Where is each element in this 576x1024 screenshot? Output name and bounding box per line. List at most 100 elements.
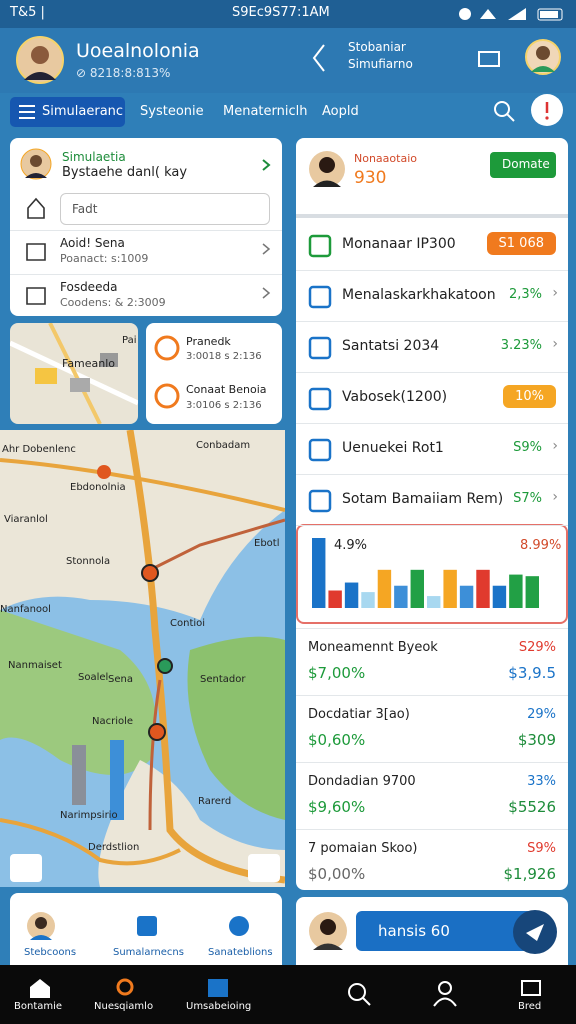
stat-label: Moneamennt Byeok [308,640,438,655]
map-label: Fameanlo [62,357,115,370]
chevron-shape [262,243,271,255]
tab[interactable]: Systeonie [140,104,204,119]
search-icon[interactable] [492,99,516,123]
divider [296,214,568,218]
back-button[interactable] [310,42,330,74]
nav-icon[interactable] [206,977,230,999]
stat-divider [296,762,568,763]
status-time: S9Ec9S77:1AM [232,5,330,20]
donate-button[interactable] [490,152,556,178]
nav-icon[interactable] [432,979,458,1007]
avatar [20,148,52,180]
fab[interactable] [512,909,558,955]
nav-icon[interactable] [520,979,542,997]
nav-label[interactable]: Nuesqiamlo [94,1001,154,1012]
center-subtitle: Simufiarno [348,57,413,71]
list-divider [296,270,568,271]
profile-name: Simulaetia [62,150,126,164]
alert-button[interactable] [530,93,564,127]
bar [312,538,326,608]
stat-v1: $7,00% [308,664,366,682]
icon [137,916,157,936]
info-title: Conaat Benoia [186,383,267,396]
icon-shape [26,243,46,261]
chart-label: 8.99% [520,538,562,553]
bar [443,569,457,608]
bar [328,590,342,608]
bar [344,582,359,608]
info-sub: 3:0018 s 2:136 [186,351,262,362]
avatar [309,151,345,187]
bar [476,569,490,608]
list-divider [296,525,568,526]
bar [377,569,392,608]
share-icon[interactable] [474,44,504,72]
chevron: › [552,285,558,301]
list-badge[interactable]: S1 068 [486,232,556,255]
stat-v1: $0,60% [308,731,366,749]
tab[interactable]: Simulaeranc [42,104,124,119]
list-icon [308,489,332,513]
map-label: Ebdonolnia [70,482,126,493]
row-icon [26,243,46,261]
list-divider [296,321,568,322]
map: Ahr Dobenlenc Conbadam Ebdonolnia Viaranlol… [0,430,285,887]
bar [525,576,539,608]
search-input[interactable] [60,193,270,225]
user-avatar[interactable] [524,38,562,76]
row-divider [10,230,282,231]
shortcut-label[interactable]: Sumalarnecns [113,947,184,958]
map-label: Derdstlion [88,842,139,853]
icon [154,383,180,409]
icon [154,335,180,361]
nav-icon[interactable] [114,977,138,999]
map-label: Nanfanool [0,604,51,615]
icon-shape [308,387,332,411]
nav-label[interactable]: Umsabeioing [186,1001,252,1012]
bar [509,574,523,608]
map-label: Narimpsirio [60,810,118,821]
status-bar: T&5 | S9Ec9S77:1AM [0,0,576,28]
profile-card: Simulaetia Bystaehe danl( kay Fadt Aoid!… [10,138,282,316]
input-placeholder: Fadt [72,202,98,216]
avatar [16,36,64,84]
list-badge[interactable]: 10% [503,385,556,408]
info-title: Pranedk [186,335,231,348]
tab[interactable]: Aopld [322,104,359,119]
list-icon [308,387,332,411]
icon-shape [308,234,332,258]
chevron-shape [262,287,271,299]
list-icon [308,438,332,462]
map-label: Pai [122,335,137,346]
chevron[interactable] [260,158,272,172]
list-divider [296,474,568,475]
map-label: Rarerd [198,796,231,807]
menu-icon[interactable] [18,104,36,120]
nav-label[interactable]: Bred [518,1001,542,1012]
action-card: hansis 60 [296,897,568,965]
center-title: Stobaniar [348,40,406,54]
nav-label[interactable]: Bontamie [14,1001,63,1012]
chart-label: 4.9% [334,538,368,553]
map-label: Ahr Dobenlenc [2,444,76,455]
button-label[interactable]: Domate [502,157,550,171]
status-left: T&5 | [10,5,45,20]
list-value: 2,3% [508,287,542,302]
list-value: S7% [513,491,542,506]
stat-pct: S29% [518,640,556,655]
nav-icon[interactable] [28,977,52,999]
nav-icon[interactable] [346,981,372,1007]
icon-shape [26,287,46,305]
icon-shape [308,438,332,462]
tab[interactable]: Menaterniclh [223,104,308,119]
header: Uoealnolonia ⊘ 8218:8:813% Stobaniar Sim… [0,28,576,93]
bottom-nav: Bontamie Nuesqiamlo Umsabeioing Bred [0,965,576,1024]
shortcut-label[interactable]: Sanateblions [208,947,273,958]
shortcut-card: Stebcoons Sumalarnecns Sanateblions [10,893,282,965]
shortcut-label[interactable]: Stebcoons [24,947,77,958]
stat-label: Docdatiar 3[ao) [308,707,410,722]
status-icons [459,8,563,21]
pill-label[interactable]: hansis 60 [378,922,450,940]
list-label: Sotam Bamaiiam Rem) [342,491,504,507]
home-icon [27,197,45,219]
